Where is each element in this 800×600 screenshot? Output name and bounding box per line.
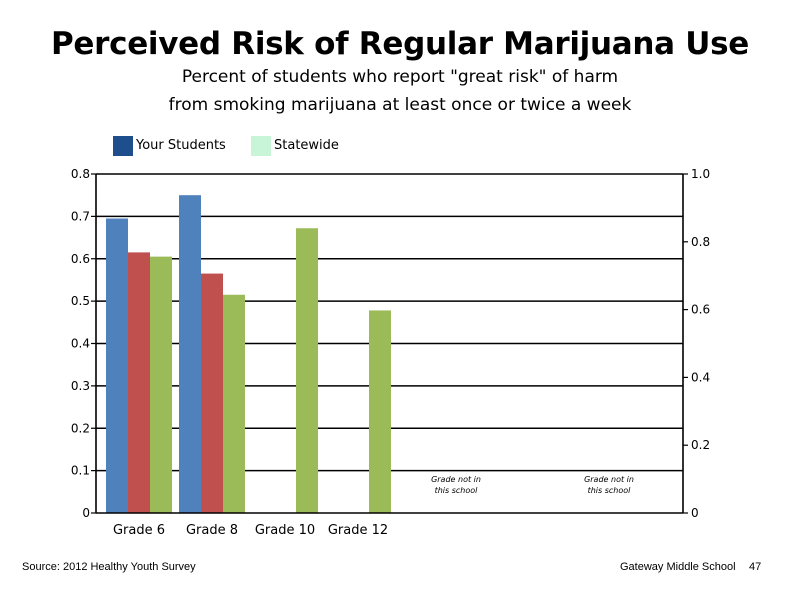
annotation-line-1: Grade not in <box>431 475 481 484</box>
bar <box>128 252 150 514</box>
x-tick-label: Grade 12 <box>328 523 388 538</box>
annotation-line-2: this school <box>588 486 632 495</box>
bar-chart: 0 0.1 0.2 0.3 0.4 0.5 0.6 0.7 0.8 0 0.2 0.4 0.6 0.8 1.… <box>71 167 710 538</box>
y2-tick-label: 0.8 <box>691 235 710 249</box>
y2-tick-label: 1.0 <box>691 167 710 181</box>
x-tick-label: Grade 6 <box>113 523 165 538</box>
bar <box>369 310 391 513</box>
legend-swatch-your-students <box>113 136 133 156</box>
legend-label-your-students: Your Students <box>136 138 226 153</box>
y2-tick-label: 0 <box>691 506 699 520</box>
annotation-line-2: this school <box>435 486 479 495</box>
y-tick-label: 0.2 <box>71 421 90 435</box>
y-tick-label: 0.1 <box>71 464 90 478</box>
y-tick-label: 0.7 <box>71 209 90 223</box>
y-tick-label: 0 <box>82 506 90 520</box>
chart-subtitle-line-2: from smoking marijuana at least once or … <box>168 95 632 115</box>
school-name: Gateway Middle School <box>620 561 736 573</box>
y-tick-label: 0.6 <box>71 252 90 266</box>
bar <box>296 228 318 514</box>
x-tick-label: Grade 10 <box>255 523 315 538</box>
chart-title: Perceived Risk of Regular Marijuana Use <box>50 26 750 62</box>
bar <box>179 195 201 513</box>
source-note: Source: 2012 Healthy Youth Survey <box>22 561 196 573</box>
annotation-line-1: Grade not in <box>584 475 634 484</box>
x-tick-label: Grade 8 <box>186 523 238 538</box>
y-tick-label: 0.5 <box>71 294 90 308</box>
y-tick-label: 0.3 <box>71 379 90 393</box>
legend-swatch-statewide <box>251 136 271 156</box>
bar <box>223 294 245 513</box>
legend-label-statewide: Statewide <box>274 138 339 153</box>
bar <box>106 218 128 513</box>
y-tick-label: 0.4 <box>71 337 90 351</box>
bar <box>201 273 223 513</box>
y2-tick-label: 0.4 <box>691 370 710 384</box>
y2-tick-label: 0.2 <box>691 438 710 452</box>
y2-tick-label: 0.6 <box>691 303 710 317</box>
bar <box>150 256 172 513</box>
page-number: 47 <box>749 561 762 573</box>
y-tick-label: 0.8 <box>71 167 90 181</box>
chart-subtitle-line-1: Percent of students who report "great ri… <box>181 67 619 87</box>
